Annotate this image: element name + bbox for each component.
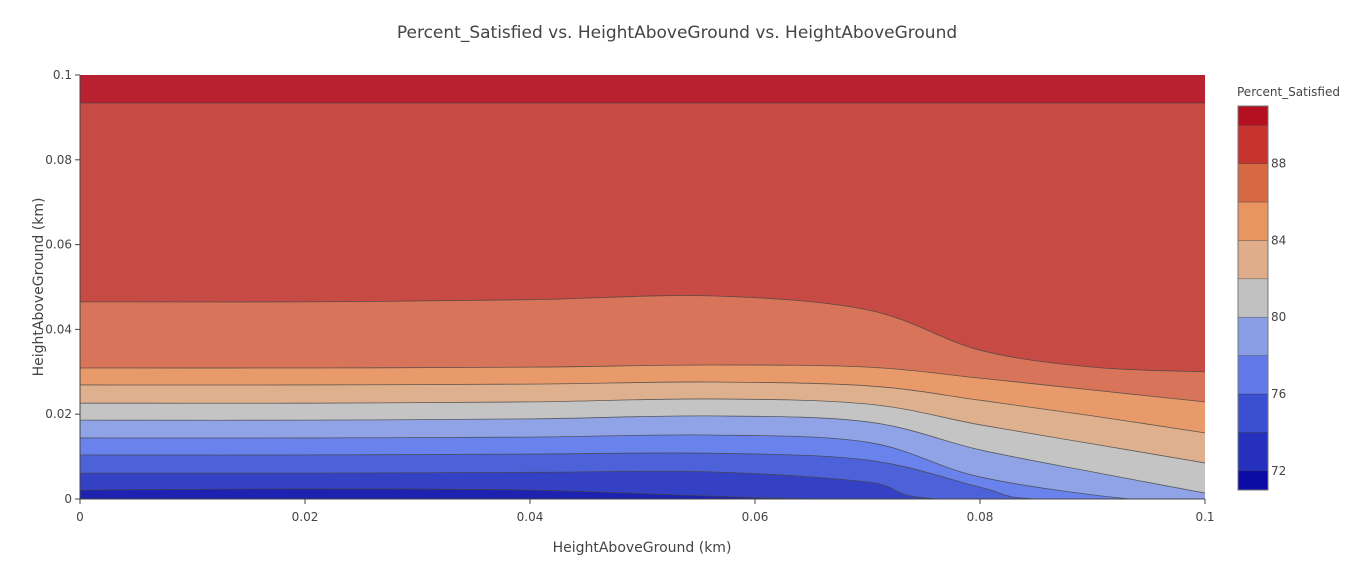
plot-area [80, 75, 1205, 499]
x-tick-label: 0 [76, 510, 84, 524]
colorbar-tick-label: 84 [1271, 233, 1286, 247]
colorbar-bin [1237, 278, 1269, 318]
contour-line-72 [80, 488, 1205, 499]
x-tick-label: 0.08 [967, 510, 994, 524]
colorbar-bin [1237, 316, 1269, 356]
x-tick-label: 0.02 [292, 510, 319, 524]
y-tick-label: 0.1 [53, 68, 72, 82]
colorbar-bin [1237, 201, 1269, 241]
contour-line-88 [80, 295, 1205, 373]
x-tick-label: 0.06 [742, 510, 769, 524]
y-tick-label: 0 [64, 492, 72, 506]
colorbar: 72 76 80 84 88 [1237, 105, 1286, 491]
contour-line-76 [80, 452, 1205, 499]
x-tick-label: 0.04 [517, 510, 544, 524]
contour-line-82 [80, 398, 1205, 464]
contour-line-74 [80, 470, 1205, 499]
x-tick-label: 0.1 [1195, 510, 1214, 524]
colorbar-outline [1237, 105, 1269, 491]
contour-band-90 [80, 75, 1205, 103]
colorbar-tick-label: 72 [1271, 464, 1286, 478]
colorbar-bin [1237, 470, 1269, 491]
colorbar-bin [1237, 240, 1269, 280]
y-tick-label: 0.06 [45, 238, 72, 252]
colorbar-tick-label: 88 [1271, 157, 1286, 171]
colorbar-bin [1237, 393, 1269, 433]
x-axis-label: HeightAboveGround (km) [553, 540, 732, 556]
colorbar-bin [1237, 105, 1269, 126]
colorbar-bin [1237, 163, 1269, 203]
y-tick-label: 0.04 [45, 322, 72, 336]
chart-title: Percent_Satisfied vs. HeightAboveGround … [397, 23, 957, 43]
contour-band-88 [80, 75, 1205, 372]
contour-line-78 [80, 434, 1205, 499]
colorbar-title: Percent_Satisfied [1237, 85, 1340, 99]
colorbar-tick-label: 76 [1271, 387, 1286, 401]
colorbar-bin [1237, 432, 1269, 472]
colorbar-bin [1237, 355, 1269, 395]
y-tick-label: 0.02 [45, 407, 72, 421]
axes: 0 0.02 0.04 0.06 0.08 0.1 0 0.02 0.04 0.06 0.08 0.1 [45, 68, 1214, 524]
contour-line-80 [80, 415, 1205, 494]
colorbar-bin [1237, 124, 1269, 164]
y-axis-label: HeightAboveGround (km) [31, 198, 47, 377]
contour-line-86 [80, 364, 1205, 403]
colorbar-tick-label: 80 [1271, 310, 1286, 324]
y-tick-label: 0.08 [45, 153, 72, 167]
contour-line-84 [80, 381, 1205, 434]
